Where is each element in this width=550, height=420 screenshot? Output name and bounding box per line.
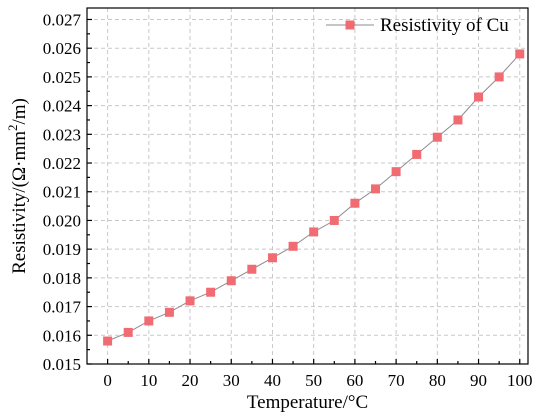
data-point (329, 215, 339, 225)
data-point (494, 72, 504, 82)
plot-frame (86, 7, 529, 365)
y-tick-label: 0.025 (43, 68, 81, 87)
y-tick-label: 0.018 (43, 269, 81, 288)
x-tick-label: 70 (388, 371, 405, 390)
y-axis: 0.015 0.016 0.017 0.018 0.019 0.020 0.021 0.022… (43, 10, 92, 374)
x-tick-label: 0 (103, 371, 112, 390)
y-tick-label: 0.017 (43, 298, 82, 317)
data-point (391, 167, 401, 177)
legend: Resistivity of Cu (326, 15, 509, 36)
legend-entry-resistivity-of-cu: Resistivity of Cu (380, 15, 509, 36)
x-tick-label: 50 (305, 371, 322, 390)
data-point (371, 184, 381, 194)
y-tick-label: 0.023 (43, 125, 81, 144)
y-tick-label: 0.022 (43, 154, 81, 173)
y-tick-label: 0.027 (43, 10, 82, 29)
x-tick-label: 90 (470, 371, 487, 390)
y-axis-title-prefix: Resistivity/(Ω·mm (9, 131, 30, 274)
data-point (144, 316, 154, 326)
data-point (185, 296, 195, 306)
series-resistivity-of-cu (103, 49, 525, 346)
legend-marker-swatch (345, 20, 355, 30)
x-tick-label: 20 (182, 371, 199, 390)
y-tick-label: 0.021 (43, 183, 81, 202)
y-tick-label: 0.015 (43, 355, 81, 374)
x-axis-title: Temperature/°C (247, 392, 368, 413)
y-tick-label: 0.016 (43, 326, 81, 345)
data-point (474, 92, 484, 102)
y-tick-label: 0.020 (43, 211, 81, 230)
data-point (164, 307, 174, 317)
y-axis-title-suffix: /m) (9, 98, 30, 124)
y-axis-title-superscript: 2 (5, 124, 20, 131)
y-tick-label: 0.024 (43, 97, 82, 116)
data-point (247, 264, 257, 274)
data-point (432, 132, 442, 142)
data-point (309, 227, 319, 237)
y-axis-title: Resistivity/(Ω·mm2/m) (5, 98, 30, 274)
data-point (288, 241, 298, 251)
data-point (453, 115, 463, 125)
x-tick-label: 60 (346, 371, 363, 390)
data-point (103, 336, 113, 346)
data-point (226, 276, 236, 286)
data-point (267, 253, 277, 263)
data-point (206, 287, 216, 297)
x-tick-label: 10 (140, 371, 157, 390)
x-tick-label: 40 (264, 371, 281, 390)
data-point (350, 198, 360, 208)
y-tick-label: 0.026 (43, 39, 81, 58)
x-tick-label: 30 (223, 371, 240, 390)
data-point (412, 149, 422, 159)
grid-lines (87, 8, 528, 365)
data-point (123, 327, 133, 337)
x-axis: 0 10 20 30 40 50 60 70 80 90 100 (103, 359, 533, 390)
x-tick-label: 80 (429, 371, 446, 390)
data-point (515, 49, 525, 59)
x-tick-label: 100 (507, 371, 533, 390)
y-tick-label: 0.019 (43, 240, 81, 259)
